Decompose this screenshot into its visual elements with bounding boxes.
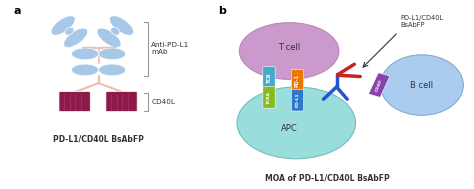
Text: T cell: T cell: [278, 43, 300, 52]
Text: a: a: [13, 6, 20, 16]
Ellipse shape: [64, 28, 88, 47]
Text: TCR: TCR: [266, 72, 272, 83]
Ellipse shape: [380, 55, 464, 115]
FancyBboxPatch shape: [106, 92, 137, 112]
FancyBboxPatch shape: [263, 86, 275, 108]
Text: PD-1: PD-1: [295, 74, 300, 87]
Ellipse shape: [65, 27, 74, 35]
Text: PD-L1/CD40L BsAbFP: PD-L1/CD40L BsAbFP: [53, 134, 144, 143]
Text: b: b: [218, 6, 226, 16]
Ellipse shape: [109, 16, 134, 35]
Text: Anti-PD-L1
mAb: Anti-PD-L1 mAb: [151, 42, 190, 55]
FancyBboxPatch shape: [263, 67, 275, 88]
Ellipse shape: [51, 16, 75, 35]
FancyBboxPatch shape: [291, 69, 303, 91]
Text: PD-L1: PD-L1: [295, 93, 300, 108]
Ellipse shape: [97, 28, 121, 47]
Text: TCRA: TCRA: [267, 91, 271, 104]
Text: CD40: CD40: [375, 78, 383, 92]
Ellipse shape: [99, 64, 126, 76]
Ellipse shape: [239, 23, 339, 79]
FancyBboxPatch shape: [59, 92, 90, 112]
FancyBboxPatch shape: [369, 73, 390, 97]
Ellipse shape: [237, 87, 356, 159]
Text: CD40L: CD40L: [151, 99, 175, 105]
FancyBboxPatch shape: [291, 89, 303, 111]
Text: B cell: B cell: [410, 81, 433, 90]
Ellipse shape: [99, 48, 126, 60]
Text: APC: APC: [281, 124, 298, 133]
Text: MOA of PD-L1/CD40L BsAbFP: MOA of PD-L1/CD40L BsAbFP: [264, 173, 390, 182]
Ellipse shape: [72, 48, 99, 60]
Text: PD-L1/CD40L
BsAbFP: PD-L1/CD40L BsAbFP: [401, 15, 444, 28]
Ellipse shape: [110, 27, 120, 35]
Ellipse shape: [72, 64, 99, 76]
